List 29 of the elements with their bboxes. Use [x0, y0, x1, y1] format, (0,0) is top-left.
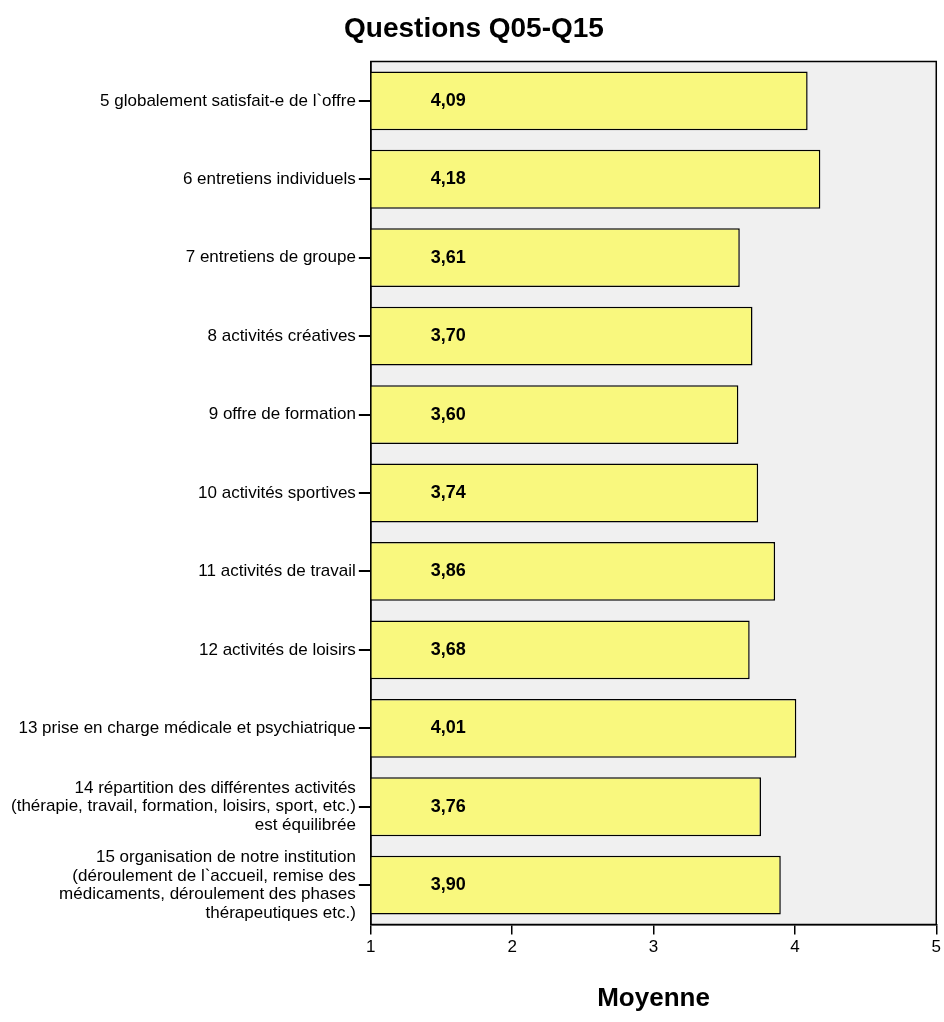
y-tick-label: 10 activités sportives [198, 482, 356, 502]
data-label: 4,09 [430, 89, 466, 110]
y-tick-label: 7 entretiens de groupe [185, 247, 356, 267]
x-tick-label: 3 [648, 937, 659, 957]
x-tick-label: 1 [366, 937, 376, 957]
x-tick-label: 4 [790, 937, 800, 957]
y-tick-label: 12 activités de loisirs [199, 639, 356, 659]
data-label: 3,90 [430, 874, 466, 895]
x-tick-label: 5 [931, 937, 942, 957]
data-label: 4,01 [430, 717, 466, 738]
y-tick-label: 6 entretiens individuels [182, 168, 356, 188]
y-tick-label: 11 activités de travail [198, 561, 356, 581]
y-tick-label: 14 répartition des différentes activités (thérapie, travail, formation, loisirs, sport, etc.) est équilibrée [11, 777, 356, 835]
y-tick-label: 9 offre de formation [208, 404, 356, 424]
data-label: 3,68 [430, 638, 466, 659]
x-axis-title: Moyenne [597, 981, 710, 1012]
data-label: 3,74 [430, 481, 466, 502]
y-tick-label: 13 prise en charge médicale et psychiatrique [18, 718, 356, 737]
x-tick-label: 2 [507, 937, 517, 957]
data-label: 3,70 [430, 325, 466, 346]
y-tick-label: 15 organisation de notre institution (déroulement de l`accueil, remise des médicaments, déroulement des phases thérapeutiques etc.) [59, 846, 356, 922]
data-label: 3,60 [430, 403, 466, 424]
data-label: 3,86 [430, 560, 466, 581]
y-tick-label: 5 globalement satisfait-e de l`offre [100, 90, 356, 110]
chart-title: Questions Q05-Q15 [344, 11, 604, 43]
data-label: 4,18 [430, 168, 466, 189]
data-label: 3,61 [430, 246, 466, 267]
data-label: 3,76 [430, 795, 466, 816]
y-tick-label: 8 activités créatives [207, 325, 356, 345]
